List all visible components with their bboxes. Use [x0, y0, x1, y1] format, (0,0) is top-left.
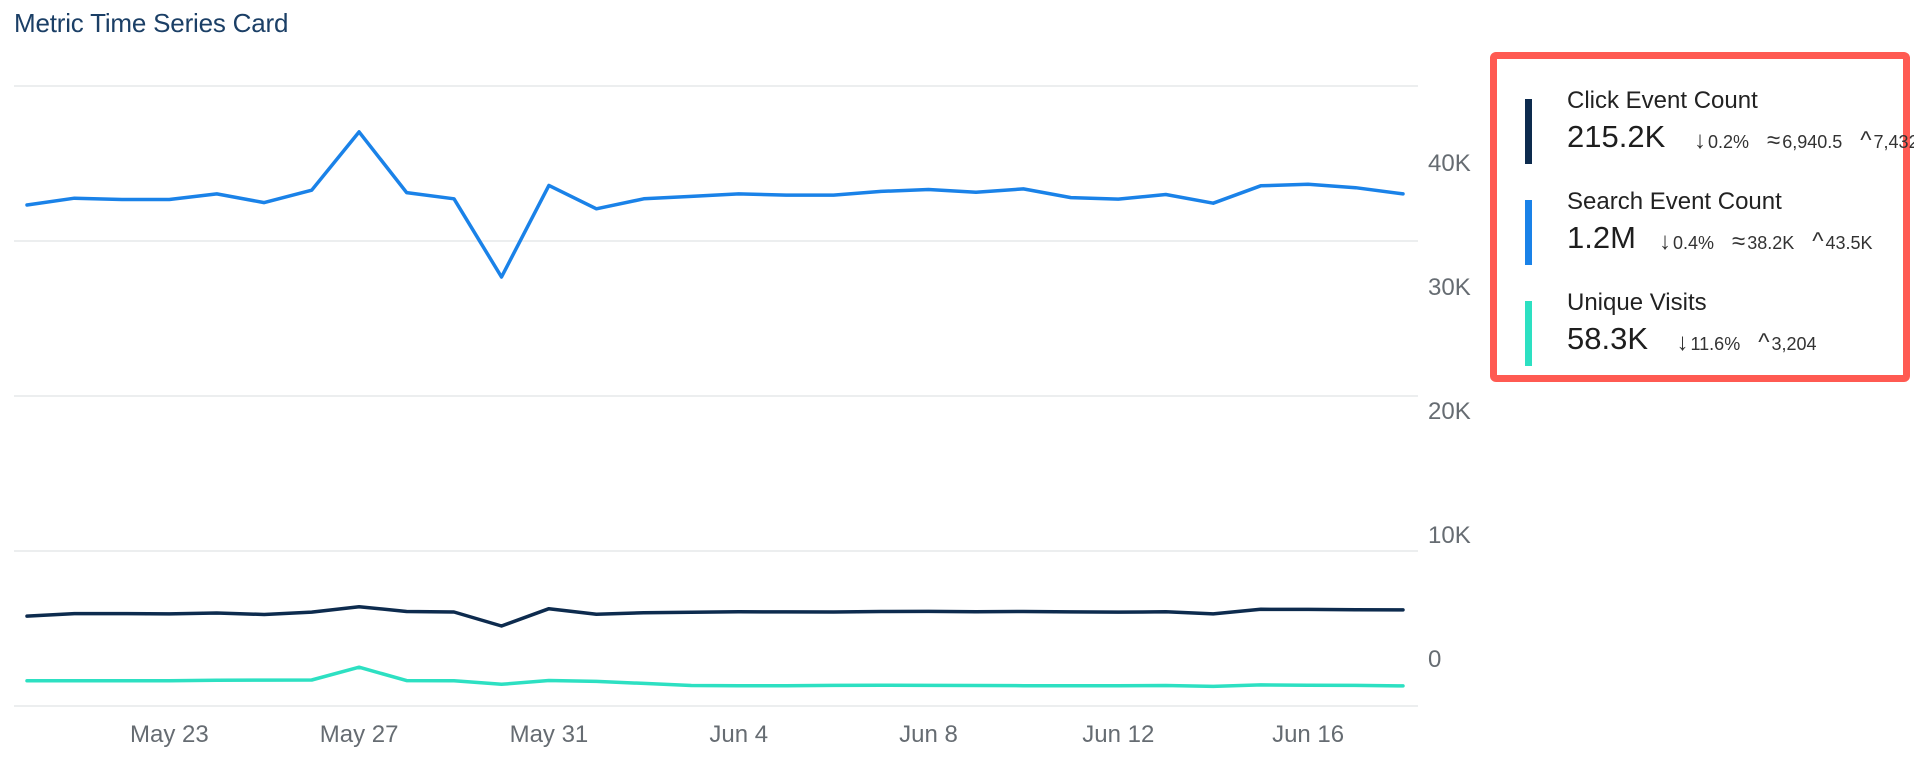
y-tick-label: 10K	[1428, 522, 1471, 549]
legend-total-value: 58.3K	[1567, 321, 1649, 356]
series-line-search-event-count[interactable]	[25, 130, 1405, 279]
down-arrow-icon: ↓	[1676, 329, 1689, 356]
tilde-approx-icon: ≈	[1767, 127, 1781, 154]
card-title: Metric Time Series Card	[14, 8, 289, 38]
tilde-approx-icon: ≈	[1732, 228, 1746, 255]
x-tick-label: Jun 16	[1272, 721, 1344, 748]
legend-stat-change: ↓ 11.6%	[1677, 329, 1741, 356]
down-arrow-icon: ↓	[1659, 228, 1671, 255]
y-tick-label: 20K	[1428, 398, 1471, 425]
x-tick-label: Jun 4	[709, 721, 768, 748]
legend-stat-value: 3,204	[1771, 334, 1817, 354]
legend-stats: ↓ 11.6% ^ 3,204	[1677, 329, 1835, 357]
legend-stat-value: 0.4%	[1673, 233, 1715, 253]
x-tick-label: May 27	[320, 721, 399, 748]
legend-stat-max: ^ 3,204	[1758, 329, 1817, 356]
legend-color-bar	[1525, 99, 1532, 164]
legend-total-value: 215.2K	[1567, 119, 1666, 154]
legend-series-name: Unique Visits	[1567, 289, 1707, 316]
line-chart[interactable]: 0 10K 20K 30K 40K May 23 May 27 May 31 Jun 4 Jun …	[0, 0, 1480, 764]
series-line-unique-visits[interactable]	[25, 665, 1405, 689]
legend-stat-value: 0.2%	[1708, 132, 1750, 152]
legend-stat-change: ↓ 0.4%	[1659, 228, 1715, 255]
legend-color-bar	[1525, 301, 1532, 366]
x-tick-label: May 23	[130, 721, 209, 748]
x-tick-label: Jun 12	[1082, 721, 1154, 748]
legend-series-name: Search Event Count	[1567, 188, 1782, 215]
chart-legend: Click Event Count 215.2K ↓ 0.2% ≈6,940.5 ^ 7,4…	[1490, 52, 1914, 382]
legend-stat-value: 7,432	[1873, 132, 1914, 152]
legend-stat-avg: ≈6,940.5	[1767, 127, 1843, 154]
legend-stats: ↓ 0.2% ≈6,940.5 ^ 7,432	[1694, 127, 1914, 155]
legend-color-bar	[1525, 200, 1532, 265]
legend-stat-max: ^ 43.5K	[1812, 228, 1873, 255]
legend-stat-avg: ≈38.2K	[1732, 228, 1795, 255]
legend-stat-value: 38.2K	[1747, 233, 1795, 253]
legend-stat-value: 6,940.5	[1782, 132, 1843, 152]
legend-stat-change: ↓ 0.2%	[1694, 127, 1750, 154]
y-tick-label: 30K	[1428, 274, 1471, 301]
legend-stat-value: 43.5K	[1825, 233, 1873, 253]
caret-up-icon: ^	[1812, 228, 1824, 255]
y-tick-label: 40K	[1428, 150, 1471, 177]
series-line-click-event-count[interactable]	[25, 604, 1405, 628]
x-tick-label: Jun 8	[899, 721, 958, 748]
caret-up-icon: ^	[1758, 329, 1770, 356]
y-tick-label: 0	[1428, 646, 1441, 673]
caret-up-icon: ^	[1860, 127, 1872, 154]
legend-total-value: 1.2M	[1567, 220, 1636, 255]
legend-stat-value: 11.6%	[1690, 334, 1741, 354]
legend-series-name: Click Event Count	[1567, 87, 1758, 114]
x-tick-label: May 31	[510, 721, 589, 748]
legend-stats: ↓ 0.4% ≈38.2K ^ 43.5K	[1659, 228, 1891, 256]
legend-stat-max: ^ 7,432	[1860, 127, 1914, 154]
down-arrow-icon: ↓	[1694, 127, 1706, 154]
